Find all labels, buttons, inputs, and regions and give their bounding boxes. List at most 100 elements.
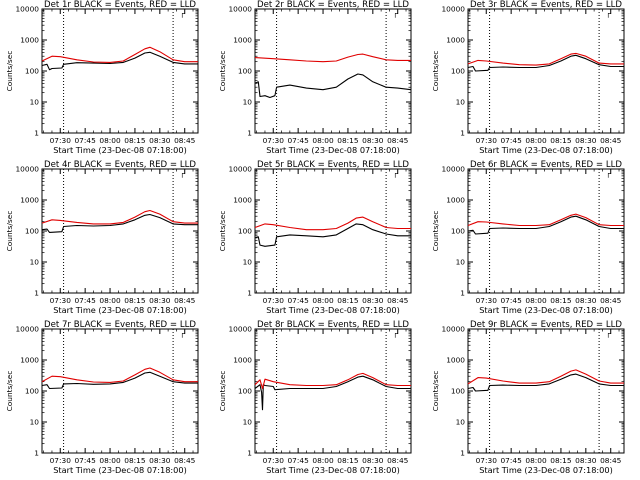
x-tick-label: 08:15 xyxy=(337,296,359,305)
events-series-line xyxy=(254,375,411,411)
x-tick-label: 08:30 xyxy=(149,136,171,145)
x-tick-label: 08:30 xyxy=(575,136,597,145)
panel-title: Det 7r BLACK = Events, RED = LLD xyxy=(44,320,196,330)
detector-panel: Det 3r BLACK = Events, RED = LLD┌ 1 10 100 1… xyxy=(431,0,625,155)
x-tick-label: 08:45 xyxy=(387,456,409,465)
corner-mark: ┌ xyxy=(180,169,185,178)
x-tick-label: 08:00 xyxy=(312,136,334,145)
plot-frame xyxy=(41,8,199,134)
x-tick-label: 08:15 xyxy=(550,136,572,145)
y-tick-label: 10 xyxy=(456,98,466,107)
plot-frame xyxy=(254,328,412,454)
lld-series-line xyxy=(41,46,198,63)
x-tick-label: 08:00 xyxy=(99,456,121,465)
x-tick-label: 08:15 xyxy=(124,136,146,145)
x-tick-label: 08:15 xyxy=(550,456,572,465)
corner-mark: ┌ xyxy=(606,329,611,338)
x-tick-label: 08:45 xyxy=(600,296,622,305)
x-axis-label: Start Time (23-Dec-08 07:18:00) xyxy=(479,465,613,475)
y-tick-label: 10 xyxy=(243,98,253,107)
x-tick-label: 08:00 xyxy=(525,136,547,145)
corner-mark: ┌ xyxy=(606,169,611,178)
y-tick-label: 1 xyxy=(247,129,252,138)
x-tick-label: 08:00 xyxy=(99,296,121,305)
detector-panel: Det 5r BLACK = Events, RED = LLD┌ 1 10 100 1… xyxy=(218,160,412,315)
lld-series-line xyxy=(254,216,411,231)
x-tick-label: 08:45 xyxy=(600,136,622,145)
detector-panel: Det 9r BLACK = Events, RED = LLD┌ 1 10 100 1… xyxy=(431,320,625,475)
x-tick-label: 07:45 xyxy=(500,136,522,145)
lld-series-line xyxy=(254,53,411,63)
panel-title: Det 5r BLACK = Events, RED = LLD xyxy=(257,160,409,170)
y-tick-label: 10000 xyxy=(441,325,465,334)
panel-title: Det 6r BLACK = Events, RED = LLD xyxy=(470,160,622,170)
y-tick-label: 1 xyxy=(247,289,252,298)
x-tick-label: 08:00 xyxy=(312,456,334,465)
y-tick-label: 10000 xyxy=(15,5,39,14)
y-axis-label: Counts/sec xyxy=(5,211,14,252)
x-tick-label: 07:45 xyxy=(287,456,309,465)
x-tick-label: 08:30 xyxy=(362,136,384,145)
x-tick-label: 08:15 xyxy=(337,456,359,465)
x-tick-label: 07:30 xyxy=(263,456,285,465)
corner-mark: ┌ xyxy=(180,9,185,18)
x-axis-label: Start Time (23-Dec-08 07:18:00) xyxy=(53,145,187,155)
events-series-line xyxy=(41,51,198,71)
x-tick-label: 08:30 xyxy=(149,456,171,465)
y-tick-label: 10 xyxy=(243,258,253,267)
x-tick-label: 07:45 xyxy=(74,136,96,145)
y-tick-label: 1 xyxy=(460,449,465,458)
x-tick-label: 07:45 xyxy=(500,456,522,465)
y-tick-label: 10 xyxy=(30,258,40,267)
y-tick-label: 1000 xyxy=(20,356,39,365)
x-tick-label: 07:45 xyxy=(74,456,96,465)
plot-frame xyxy=(41,168,199,294)
y-tick-label: 100 xyxy=(451,387,465,396)
x-tick-label: 08:45 xyxy=(387,296,409,305)
x-tick-label: 08:30 xyxy=(149,296,171,305)
x-tick-label: 08:45 xyxy=(174,136,196,145)
y-tick-label: 100 xyxy=(25,387,39,396)
events-series-line xyxy=(467,54,624,72)
y-tick-label: 1 xyxy=(34,289,39,298)
y-tick-label: 10000 xyxy=(228,165,252,174)
x-tick-label: 08:00 xyxy=(525,296,547,305)
x-tick-label: 08:00 xyxy=(525,456,547,465)
x-axis-label: Start Time (23-Dec-08 07:18:00) xyxy=(479,145,613,155)
events-series-line xyxy=(254,73,412,99)
y-tick-label: 1000 xyxy=(446,36,465,45)
x-tick-label: 07:45 xyxy=(500,296,522,305)
y-tick-label: 10 xyxy=(243,418,253,427)
lld-series-line xyxy=(467,52,624,66)
y-tick-label: 100 xyxy=(238,387,252,396)
plot-frame xyxy=(467,168,625,294)
y-tick-label: 10000 xyxy=(441,165,465,174)
y-tick-label: 10 xyxy=(30,418,40,427)
x-tick-label: 08:15 xyxy=(124,456,146,465)
y-axis-label: Counts/sec xyxy=(218,51,227,92)
corner-mark: ┌ xyxy=(180,329,185,338)
plot-frame xyxy=(254,8,412,134)
x-tick-label: 07:30 xyxy=(476,296,498,305)
x-axis-label: Start Time (23-Dec-08 07:18:00) xyxy=(266,305,400,315)
corner-mark: ┌ xyxy=(393,329,398,338)
y-tick-label: 100 xyxy=(25,227,39,236)
y-tick-label: 1 xyxy=(34,129,39,138)
y-tick-label: 100 xyxy=(25,67,39,76)
y-tick-label: 10000 xyxy=(441,5,465,14)
y-tick-label: 1000 xyxy=(446,196,465,205)
panel-title: Det 8r BLACK = Events, RED = LLD xyxy=(257,320,409,330)
x-axis-label: Start Time (23-Dec-08 07:18:00) xyxy=(479,305,613,315)
plot-frame xyxy=(467,8,625,134)
x-axis-label: Start Time (23-Dec-08 07:18:00) xyxy=(53,305,187,315)
y-tick-label: 10000 xyxy=(15,325,39,334)
y-axis-label: Counts/sec xyxy=(5,51,14,92)
y-tick-label: 1000 xyxy=(20,196,39,205)
x-tick-label: 07:30 xyxy=(263,136,285,145)
y-axis-label: Counts/sec xyxy=(218,211,227,252)
x-tick-label: 07:30 xyxy=(50,456,72,465)
x-tick-label: 08:45 xyxy=(600,456,622,465)
plot-frame xyxy=(467,328,625,454)
lld-series-line xyxy=(467,369,624,385)
events-series-line xyxy=(41,371,198,390)
